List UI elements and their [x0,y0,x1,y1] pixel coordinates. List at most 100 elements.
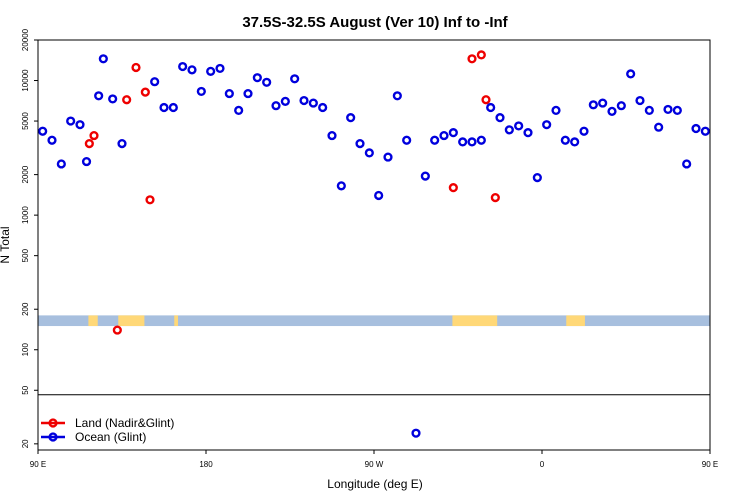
ocean-point-51 [532,173,542,183]
y-tick-label-1000: 1000 [21,206,30,224]
inset-map-land-2 [174,315,178,327]
ocean-point-19 [234,105,244,115]
ocean-point-18 [224,88,234,99]
ocean-point-31 [346,113,356,123]
land-point-4 [131,62,141,73]
ocean-point-29 [327,130,337,141]
ocean-point-6 [94,91,104,101]
ocean-point-12 [168,102,178,113]
x-axis-label: Longitude (deg E) [327,477,422,491]
y-tick-label-20: 20 [21,439,30,448]
ocean-point-10 [150,77,160,87]
legend-ocean-marker [48,432,58,442]
inset-map-land-1 [118,315,145,327]
ocean-point-39 [420,171,430,181]
ocean-point-33 [364,148,374,158]
ocean-point-60 [616,101,626,111]
land-point-11 [490,192,500,203]
y-axis-label: N Total [0,226,12,263]
y-tick-label-200: 200 [21,302,30,316]
inset-map-land-0 [88,315,98,327]
ocean-point-46 [486,102,496,113]
ocean-point-9 [117,138,127,149]
ocean-point-67 [682,159,692,169]
ocean-point-24 [280,96,290,106]
ocean-point-49 [514,121,524,131]
ocean-point-13 [178,61,188,72]
ocean-point-42 [448,128,458,138]
ocean-point-21 [252,73,262,83]
ocean-point-32 [355,138,365,149]
land-point-7 [448,183,458,193]
y-axis: 20 50 100 200 500 1000 2000 5000 10000 20000 [21,28,38,448]
ocean-point-45 [476,135,486,145]
ocean-point-43 [458,137,468,147]
ocean-point-11 [159,102,169,113]
ocean-point-22 [262,77,272,87]
ocean-point-63 [644,105,654,115]
y-tick-label-10000: 10000 [21,69,30,92]
land-point-1 [89,130,99,141]
ocean-point-48 [504,125,514,135]
ocean-point-2 [56,159,66,169]
ocean-point-7 [98,54,108,64]
y-tick-label-20000: 20000 [21,28,30,51]
ocean-point-16 [206,66,216,76]
ocean-point-8 [108,94,118,104]
ocean-point-44 [467,137,477,147]
ocean-point-26 [299,95,309,106]
ocean-point-28 [318,102,328,113]
ocean-point-53 [551,105,561,115]
x-tick-label-90-e: 90 E [702,460,718,469]
land-point-3 [122,95,132,105]
ocean-point-55 [570,137,580,147]
ocean-point-59 [607,106,617,116]
ocean-point-41 [439,130,449,141]
ocean-point-23 [271,101,281,111]
ocean-point-68 [691,123,701,134]
legend-land-label: Land (Nadir&Glint) [75,416,174,430]
inset-map-land-3 [452,315,498,327]
x-tick-label-90-w: 90 W [365,460,384,469]
y-tick-label-500: 500 [21,248,30,262]
ocean-point-36 [392,91,402,101]
ocean-point-58 [598,98,608,108]
ocean-point-30 [336,181,346,191]
ocean-point-27 [308,98,318,108]
land-point-0 [84,138,94,149]
ocean-point-14 [187,65,197,75]
ocean-point-38 [411,428,421,438]
ocean-point-20 [243,88,253,99]
land-point-10 [481,95,491,105]
ocean-point-15 [196,86,206,97]
inset-map-ocean [38,315,710,327]
legend: Land (Nadir&Glint) Ocean (Glint) [41,416,174,444]
inset-map [38,315,710,327]
legend-ocean-label: Ocean (Glint) [75,430,146,444]
y-tick-label-100: 100 [21,343,30,357]
y-tick-label-5000: 5000 [21,112,30,130]
ocean-point-0 [38,126,48,136]
ocean-point-54 [560,135,570,145]
ocean-point-62 [635,95,645,106]
ocean-point-4 [75,120,85,130]
land-point-5 [140,87,150,97]
y-tick-label-50: 50 [21,385,30,394]
ocean-point-64 [654,122,664,132]
land-point-8 [467,54,477,64]
ocean-point-17 [215,63,225,74]
inset-map-land-4 [566,315,585,327]
ocean-point-5 [81,156,92,167]
land-point-9 [476,50,486,60]
ocean-point-3 [66,116,76,126]
land-point-6 [145,195,155,205]
ocean-point-61 [626,69,636,79]
chart-title: 37.5S-32.5S August (Ver 10) Inf to -Inf [242,14,508,31]
ocean-point-56 [579,126,589,136]
ocean-point-50 [523,128,533,138]
ocean-point-35 [383,152,393,162]
ocean-point-25 [290,74,300,84]
y-tick-label-2000: 2000 [21,165,30,183]
plot-frame [37,39,711,451]
legend-land-marker [48,418,58,428]
